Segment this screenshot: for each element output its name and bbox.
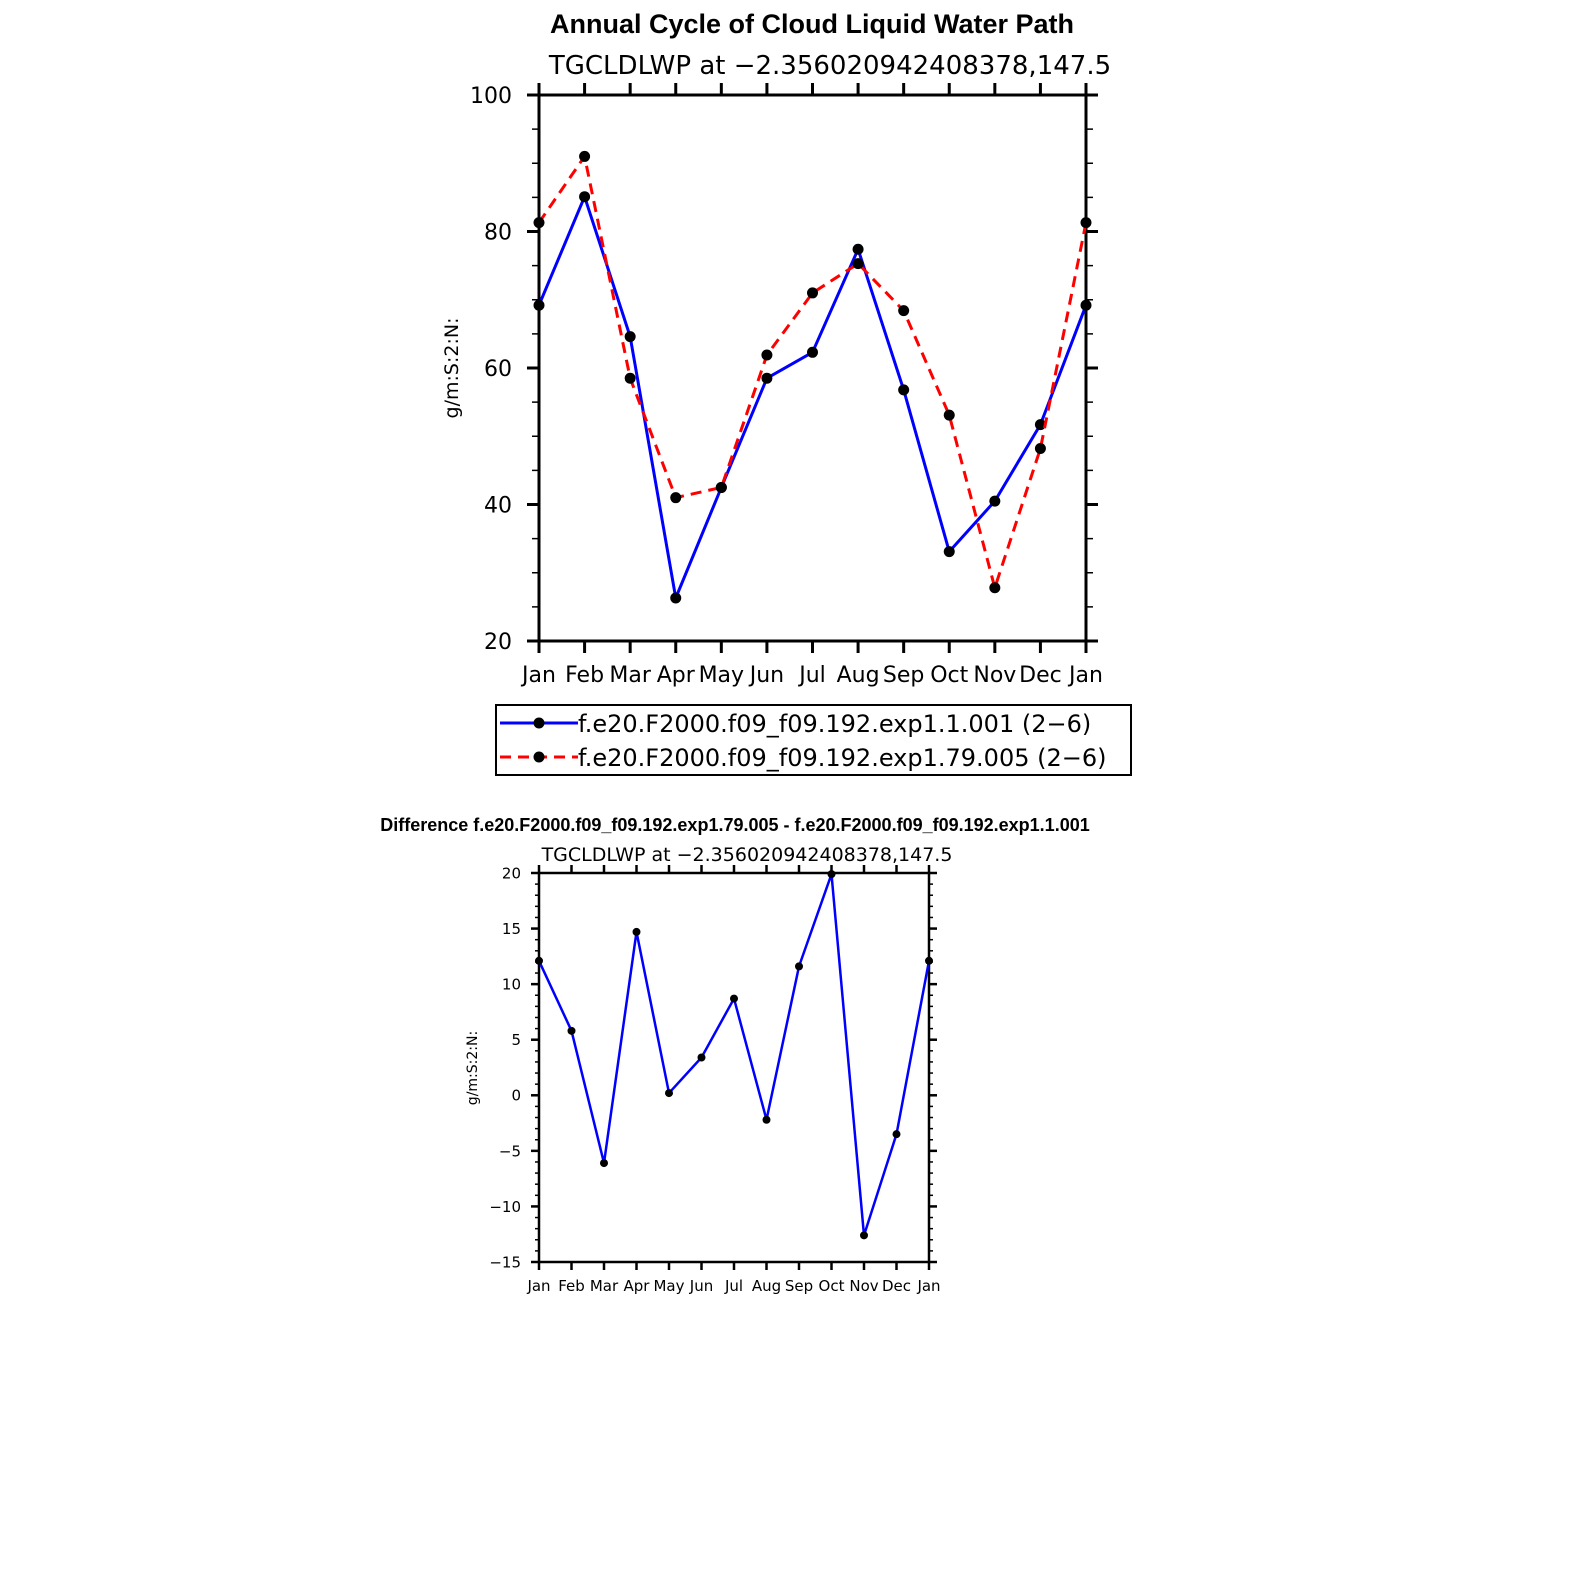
series-2-point <box>1034 443 1046 455</box>
series-1-line <box>537 872 931 1237</box>
chart-2-plot-area: Jan Feb Mar Apr May Jun Jul Aug Sep Oct Nov Dec Jan−… <box>489 864 940 1295</box>
series-1-point <box>762 1115 771 1124</box>
series-1-point <box>697 1053 706 1062</box>
series-1-point <box>730 994 738 1003</box>
x-tick-label: Apr <box>657 663 696 688</box>
series-1-point <box>1080 299 1092 311</box>
series-2-point <box>807 287 818 299</box>
x-tick-label: Nov <box>973 663 1016 688</box>
legend-marker-series-2 <box>533 751 545 763</box>
x-tick-label: Mar <box>590 1277 619 1295</box>
series-1-point <box>807 346 818 358</box>
x-tick-label: Nov <box>849 1277 878 1295</box>
y-tick-label: 0 <box>511 1087 521 1105</box>
series-2-point <box>852 258 864 270</box>
y-tick-label: −10 <box>489 1198 521 1216</box>
series-2-point <box>670 492 682 504</box>
y-tick-label: 20 <box>484 630 512 655</box>
x-tick-label: Feb <box>558 1277 585 1295</box>
chart-1-plot-area: Jan Feb Mar Apr May Jun Jul Aug Sep Oct Nov Dec Jan2… <box>470 83 1103 688</box>
chart-1-subtitle: TGCLDLWP at −2.356020942408378,147.5 <box>548 51 1111 81</box>
series-1-point <box>761 372 773 384</box>
series-1-point <box>827 870 836 879</box>
y-tick-label: 100 <box>470 84 512 109</box>
x-tick-label: May <box>653 1277 684 1295</box>
series-1-point <box>533 299 545 311</box>
x-tick-label: Dec <box>882 1277 911 1295</box>
x-tick-label: Dec <box>1019 663 1062 688</box>
series-2-point <box>761 349 773 361</box>
plot-frame <box>537 871 931 1264</box>
x-tick-label: Aug <box>837 663 880 688</box>
y-tick-label: −5 <box>499 1142 521 1160</box>
x-tick-label: Mar <box>609 663 651 688</box>
series-1-line <box>537 195 1088 600</box>
series-1-point <box>892 1130 901 1139</box>
y-tick-label: 20 <box>502 864 521 882</box>
series-2-point <box>989 582 1001 594</box>
series-2-point <box>579 150 591 162</box>
series-1-point <box>632 927 641 936</box>
y-tick-label: −15 <box>489 1253 521 1271</box>
x-tick-label: Jul <box>797 663 826 688</box>
x-tick-label: Jan <box>916 1277 940 1295</box>
chart-1-ylabel: g/m:S:2:N: <box>441 318 463 419</box>
chart-2-title: Difference f.e20.F2000.f09_f09.192.exp1.… <box>380 815 1089 835</box>
x-tick-label: May <box>699 663 744 688</box>
chart-1-legend: f.e20.F2000.f09_f09.192.exp1.1.001 (2−6)… <box>495 704 1132 776</box>
x-tick-label: Aug <box>752 1277 781 1295</box>
series-1-point <box>795 962 803 971</box>
series-2-point <box>943 409 955 421</box>
legend-label-series-2: f.e20.F2000.f09_f09.192.exp1.79.005 (2−6… <box>578 744 1106 772</box>
series-1-point <box>600 1159 608 1168</box>
y-tick-label: 60 <box>484 357 512 382</box>
legend-box <box>495 704 1132 776</box>
series-1-point <box>579 191 591 203</box>
x-tick-label: Sep <box>883 663 924 688</box>
series-2-point <box>715 481 727 493</box>
series-1-point <box>567 1026 576 1035</box>
x-tick-label: Jan <box>1067 663 1103 688</box>
legend-marker-series-1 <box>533 717 545 729</box>
x-tick-label: Jul <box>724 1277 743 1295</box>
series-1-point <box>925 956 933 965</box>
series-1-point <box>943 546 955 558</box>
chart-2-subtitle: TGCLDLWP at −2.356020942408378,147.5 <box>541 844 953 866</box>
series-1-point <box>860 1231 868 1240</box>
x-tick-label: Feb <box>565 663 604 688</box>
x-tick-label: Oct <box>930 663 968 688</box>
x-tick-label: Apr <box>624 1277 651 1295</box>
y-tick-label: 40 <box>484 493 512 518</box>
y-tick-label: 80 <box>484 220 512 245</box>
x-tick-label: Jun <box>748 663 784 688</box>
series-1-point <box>670 592 682 604</box>
series-1-point <box>989 495 1001 507</box>
chart-2-ylabel: g/m:S:2:N: <box>465 1031 481 1105</box>
y-tick-label: 5 <box>511 1031 521 1049</box>
series-2-point <box>624 372 636 384</box>
series-2-point <box>533 217 545 229</box>
x-tick-label: Jan <box>526 1277 550 1295</box>
x-tick-label: Jun <box>689 1277 713 1295</box>
series-1-point <box>898 384 910 396</box>
x-tick-label: Jan <box>520 663 556 688</box>
x-tick-label: Sep <box>785 1277 813 1295</box>
x-tick-label: Oct <box>819 1277 845 1295</box>
y-tick-label: 15 <box>502 920 521 938</box>
legend-label-series-1: f.e20.F2000.f09_f09.192.exp1.1.001 (2−6) <box>578 710 1091 738</box>
series-2-point <box>1080 217 1092 229</box>
series-1-point <box>624 331 636 343</box>
series-1-point <box>535 956 543 965</box>
series-1-point <box>852 243 864 255</box>
y-tick-label: 10 <box>502 976 521 994</box>
series-1-point <box>665 1089 673 1098</box>
chart-1-title: Annual Cycle of Cloud Liquid Water Path <box>550 9 1074 39</box>
series-2-line <box>537 154 1088 590</box>
series-2-point <box>898 305 910 317</box>
